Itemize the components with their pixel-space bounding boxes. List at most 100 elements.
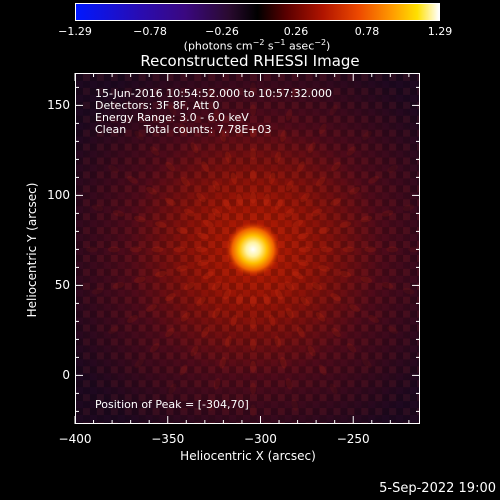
sidelobe-blob — [250, 360, 257, 373]
colorbar-tick-label: −0.26 — [205, 25, 239, 38]
sidelobe-blob — [196, 296, 206, 307]
sidelobe-blob — [307, 345, 316, 357]
sidelobe-blob — [381, 210, 394, 217]
sidelobe-blob — [298, 246, 311, 253]
sidelobe-blob — [213, 109, 221, 121]
plot-title: Reconstructed RHESSI Image — [140, 52, 360, 70]
colorbar-tick-label: −1.29 — [58, 25, 92, 38]
sidelobe-blob — [331, 327, 341, 338]
sidelobe-blob — [296, 161, 305, 173]
colorbar-units: (photons cm−2 s−1 asec−2) — [183, 38, 331, 53]
sidelobe-blob — [208, 87, 215, 100]
sidelobe-blob — [236, 293, 243, 306]
sidelobe-blob — [315, 312, 326, 322]
sidelobe-blob — [285, 378, 293, 390]
sidelobe-blob — [176, 265, 188, 272]
sidelobe-blob — [190, 345, 199, 357]
sidelobe-blob — [250, 317, 257, 329]
sidelobe-blob — [112, 210, 125, 217]
sidelobe-blob — [300, 192, 310, 203]
sidelobe-blob — [236, 193, 243, 206]
sidelobe-blob — [223, 199, 232, 210]
sidelobe-blob — [213, 378, 221, 390]
sidelobe-blob — [155, 221, 167, 228]
sidelobe-blob — [133, 276, 146, 284]
sidelobe-blob — [386, 246, 399, 253]
sidelobe-blob — [107, 246, 120, 253]
sidelobe-blob — [219, 356, 226, 369]
sidelobe-blob — [387, 325, 398, 334]
sidelobe-blob — [339, 221, 352, 228]
sidelobe-blob — [349, 304, 361, 313]
sidelobe-blob — [86, 246, 98, 253]
sidelobe-blob — [149, 343, 160, 353]
sidelobe-blob — [127, 175, 138, 184]
sidelobe-blob — [165, 327, 175, 338]
sidelobe-blob — [91, 287, 104, 295]
sidelobe-blob — [212, 180, 221, 192]
sidelobe-blob — [362, 358, 372, 369]
sidelobe-blob — [196, 192, 206, 203]
sidelobe-blob — [387, 164, 398, 173]
sidelobe-blob — [280, 356, 287, 369]
sidelobe-blob — [250, 126, 257, 139]
x-tick-label: −350 — [151, 432, 185, 446]
sidelobe-blob — [318, 227, 330, 234]
sidelobe-blob — [274, 151, 282, 164]
sidelobe-blob — [349, 186, 361, 195]
sidelobe-blob — [315, 177, 326, 187]
sidelobe-blob — [129, 246, 142, 253]
sidelobe-blob — [168, 104, 177, 116]
sidelobe-blob — [180, 312, 191, 322]
y-tick-label: 100 — [47, 188, 70, 203]
plot-area: 15-Jun-2016 10:54:52.000 to 10:57:32.000… — [75, 73, 420, 424]
sidelobe-blob — [318, 265, 330, 272]
sidelobe-blob — [151, 246, 164, 253]
x-tick-label: −400 — [58, 432, 92, 446]
sidelobe-blob — [284, 281, 295, 291]
clean-sidelobes — [86, 82, 419, 417]
sidelobe-blob — [183, 282, 195, 291]
sidelobe-blob — [331, 161, 341, 172]
sidelobe-blob — [149, 146, 160, 156]
sidelobe-blob — [225, 151, 232, 164]
y-axis-title: Heliocentric Y (arcsec) — [25, 182, 39, 318]
sidelobe-blob — [176, 227, 188, 234]
sidelobe-blob — [285, 180, 294, 192]
sidelobe-blob — [408, 246, 419, 253]
observation-time: 15-Jun-2016 10:54:52.000 to 10:57:32.000 — [95, 87, 333, 100]
sidelobe-blob — [230, 314, 238, 327]
sidelobe-blob — [146, 186, 157, 195]
sidelobe-blob — [307, 142, 316, 154]
sidelobe-blob — [202, 219, 214, 228]
detectors-info: Detectors: 3F 8F, Att 0 — [95, 99, 220, 112]
sidelobe-blob — [250, 104, 257, 117]
sidelobe-blob — [195, 246, 208, 253]
sidelobe-blob — [164, 197, 176, 206]
colorbar-tick-label: 1.29 — [427, 25, 453, 38]
sidelobe-blob — [274, 335, 282, 348]
sidelobe-blob — [297, 232, 309, 240]
colorbar-tick-label: 0.78 — [354, 25, 380, 38]
plot-timestamp: 5-Sep-2022 19:00 — [379, 481, 496, 496]
sidelobe-blob — [291, 399, 298, 411]
sidelobe-blob — [360, 215, 373, 223]
sidelobe-blob — [320, 246, 333, 253]
sidelobe-blob — [368, 315, 379, 323]
sidelobe-blob — [285, 307, 294, 319]
sidelobe-blob — [250, 404, 257, 417]
sidelobe-blob — [91, 204, 104, 211]
sidelobe-blob — [250, 338, 257, 351]
sidelobe-blob — [133, 215, 146, 223]
sidelobe-blob — [402, 287, 415, 295]
sidelobe-blob — [250, 147, 257, 160]
sidelobe-blob — [250, 169, 257, 182]
sidelobe-blob — [263, 293, 270, 306]
sidelobe-blob — [211, 281, 222, 291]
sidelobe-blob — [250, 82, 257, 95]
sidelobe-blob — [134, 358, 144, 369]
sidelobe-blob — [274, 199, 283, 210]
sidelobe-blob — [381, 282, 394, 289]
y-tick-label: 0 — [62, 368, 70, 383]
